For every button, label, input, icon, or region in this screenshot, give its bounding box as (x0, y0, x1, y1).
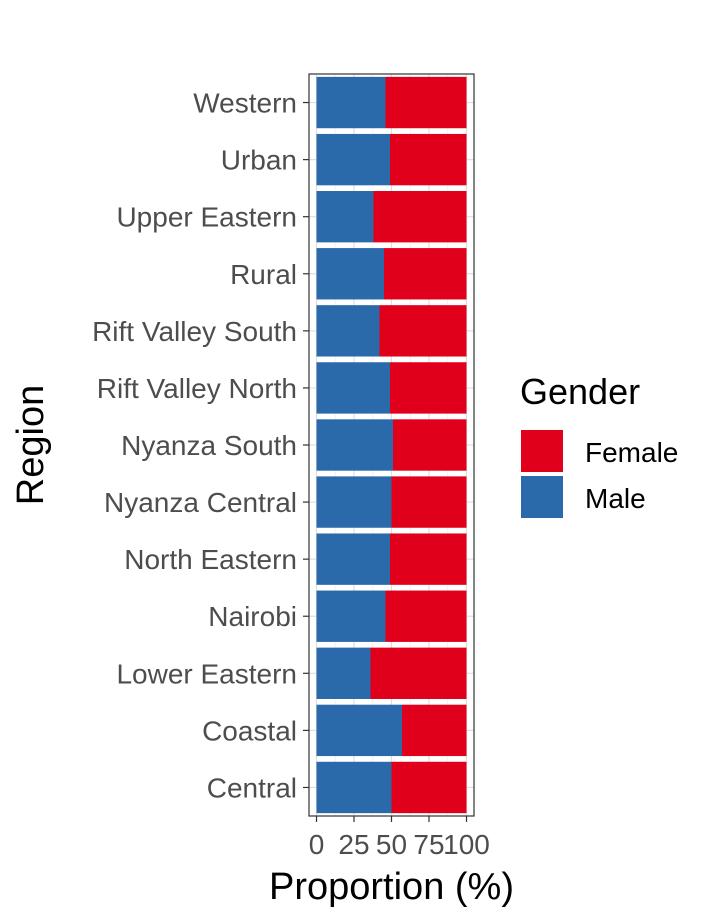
x-tick-label: 25 (338, 829, 369, 860)
y-tick-label: Nairobi (208, 601, 297, 632)
x-tick-label: 50 (376, 829, 407, 860)
bar-female (390, 533, 467, 585)
bar-male (316, 590, 386, 642)
legend-title: Gender (520, 371, 640, 412)
legend-label-female: Female (585, 437, 678, 468)
bar-female (402, 704, 467, 757)
bar-male (316, 362, 390, 414)
bar-female (391, 476, 467, 528)
bar-male (316, 191, 374, 243)
bar-male (316, 133, 390, 186)
legend-key-female (521, 430, 563, 472)
bar-female (385, 590, 467, 642)
y-tick-label: Nyanza South (121, 430, 297, 461)
x-axis-title: Proportion (%) (269, 866, 514, 908)
y-tick-label: Upper Eastern (116, 202, 297, 233)
y-tick-label: Central (207, 772, 297, 803)
bar-male (316, 761, 392, 814)
x-tick-label: 100 (443, 829, 490, 860)
bar-female (373, 191, 467, 243)
bar-male (316, 248, 384, 300)
bar-male (316, 647, 371, 699)
x-tick-label: 75 (413, 829, 444, 860)
bar-female (385, 76, 467, 129)
legend-key-male (521, 476, 563, 518)
bar-female (393, 419, 467, 471)
bars (316, 76, 467, 814)
bar-male (316, 704, 402, 757)
legend: Gender Female Male (520, 371, 678, 518)
bar-male (316, 305, 380, 357)
x-tick-label: 0 (309, 829, 325, 860)
y-tick-label: Nyanza Central (104, 487, 297, 518)
y-tick-label: Lower Eastern (116, 658, 297, 689)
y-tick-label: North Eastern (124, 544, 297, 575)
bar-female (390, 133, 467, 186)
bar-male (316, 76, 386, 129)
y-tick-label: Coastal (202, 715, 297, 746)
y-tick-label: Rift Valley North (97, 373, 297, 404)
y-tick-label: Western (193, 88, 297, 119)
legend-label-male: Male (585, 483, 646, 514)
y-tick-label: Rural (230, 259, 297, 290)
y-tick-label: Rift Valley South (92, 316, 297, 347)
bar-male (316, 533, 390, 585)
bar-female (370, 647, 467, 699)
bar-female (379, 305, 467, 357)
bar-female (391, 761, 467, 814)
y-axis-title: Region (10, 385, 52, 505)
bar-female (384, 248, 467, 300)
bar-male (316, 476, 392, 528)
y-tick-label: Urban (221, 145, 297, 176)
y-axis: Central Coastal Lower Eastern Nairobi North … (92, 88, 309, 803)
bar-male (316, 419, 393, 471)
bar-female (390, 362, 467, 414)
